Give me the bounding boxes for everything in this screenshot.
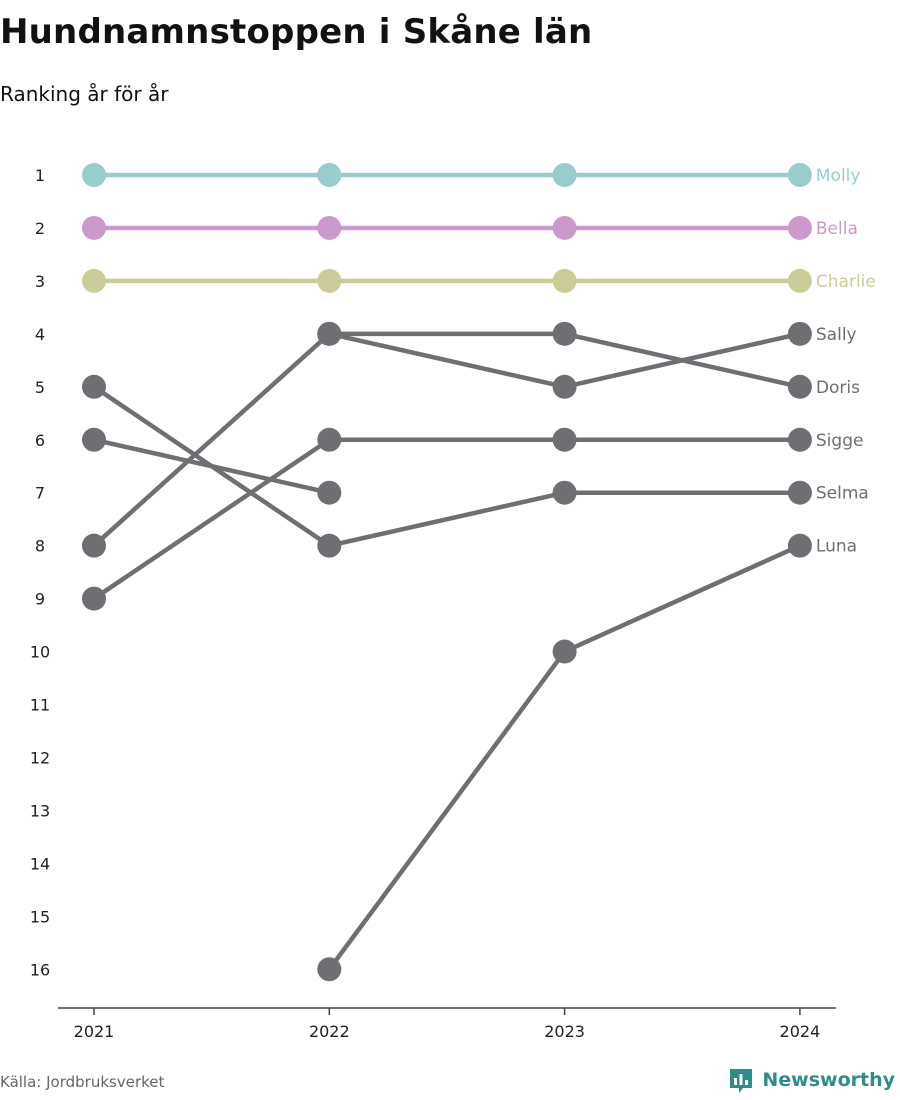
point-sigge-2023: [552, 427, 577, 452]
series-line-unlabeled: [91, 437, 332, 495]
series-label-molly: Molly: [816, 166, 861, 186]
series-line-luna: [327, 543, 803, 972]
point-sally-2024: [787, 321, 812, 346]
point-luna-2024: [787, 533, 812, 558]
series-label-charlie: Charlie: [816, 272, 876, 292]
point-doris-2024: [787, 374, 812, 399]
series-line-sigge: [91, 437, 803, 601]
y-tick-label: 4: [35, 325, 45, 344]
x-tick-label: 2023: [544, 1022, 585, 1041]
point-molly-2023: [552, 163, 577, 187]
x-tick-label: 2021: [74, 1022, 115, 1041]
brand-name: Newsworthy: [762, 1069, 895, 1091]
y-tick-label: 10: [30, 643, 50, 662]
y-tick-label: 15: [30, 907, 50, 926]
series-label-doris: Doris: [816, 378, 860, 398]
y-tick-label: 1: [35, 166, 45, 185]
brand-logo[interactable]: Newsworthy: [728, 1066, 895, 1094]
point-doris-2022: [317, 321, 342, 346]
point-molly-2024: [787, 163, 812, 187]
y-tick-label: 8: [35, 537, 45, 556]
y-tick-label: 9: [35, 590, 45, 609]
y-tick-label: 12: [30, 748, 50, 767]
chart-title: Hundnamnstoppen i Skåne län: [0, 12, 593, 52]
series-label-sally: Sally: [816, 325, 857, 345]
y-tick-label: 14: [30, 854, 50, 873]
y-tick-label: 16: [30, 960, 50, 979]
point-luna-2023: [552, 639, 577, 664]
point-bella-2024: [787, 215, 812, 240]
point-luna-2022: [317, 957, 342, 982]
point-molly-2021: [82, 163, 106, 187]
point-sigge-2021: [82, 586, 106, 611]
series-label-selma: Selma: [816, 484, 869, 504]
y-tick-label: 6: [35, 431, 45, 450]
point-sigge-2024: [787, 427, 812, 452]
y-tick-label: 7: [35, 484, 45, 503]
point-charlie-2023: [552, 268, 577, 293]
point-sally-2021: [82, 533, 106, 558]
point-doris-2023: [552, 321, 577, 346]
chart-subtitle: Ranking år för år: [0, 82, 169, 106]
newsworthy-logo-icon: [730, 1069, 753, 1093]
series-label-luna: Luna: [816, 537, 857, 557]
point-unlabeled-2021: [82, 427, 106, 452]
point-selma-2022: [317, 533, 342, 558]
point-charlie-2022: [317, 268, 342, 293]
point-charlie-2024: [787, 268, 812, 293]
point-bella-2021: [82, 215, 106, 240]
y-tick-label: 11: [30, 696, 50, 715]
point-sally-2023: [552, 374, 577, 399]
source-note: Källa: Jordbruksverket: [0, 1073, 165, 1091]
x-tick-labels: 2021 2022 2023 2024: [74, 1008, 821, 1041]
y-tick-label: 13: [30, 801, 50, 820]
x-tick-label: 2022: [309, 1022, 350, 1041]
point-selma-2021: [82, 374, 106, 399]
y-tick-label: 2: [35, 219, 45, 238]
point-sigge-2022: [317, 427, 342, 452]
y-tick-label: 5: [35, 378, 45, 397]
point-molly-2022: [317, 163, 342, 187]
point-unlabeled-2022: [317, 480, 342, 505]
series-end-labels: Sally Doris Sigge Selma Luna Molly Bella Charli…: [816, 166, 876, 557]
series-line-selma: [91, 384, 803, 548]
point-bella-2023: [552, 215, 577, 240]
point-selma-2024: [787, 480, 812, 505]
point-bella-2022: [317, 215, 342, 240]
series-label-bella: Bella: [816, 219, 858, 239]
x-tick-label: 2024: [780, 1022, 821, 1041]
y-tick-label: 3: [35, 272, 45, 291]
point-charlie-2021: [82, 268, 106, 293]
series-points: [82, 163, 812, 982]
series-lines: [91, 172, 803, 972]
series-label-sigge: Sigge: [816, 431, 864, 451]
point-selma-2023: [552, 480, 577, 505]
